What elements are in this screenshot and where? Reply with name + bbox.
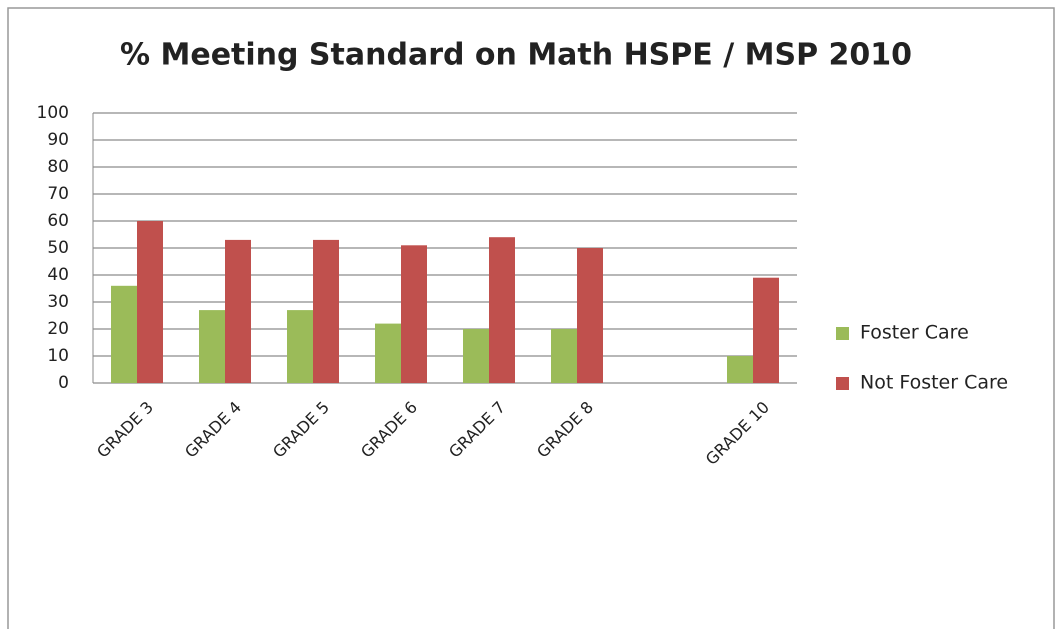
y-tick-label: 90 xyxy=(47,130,69,150)
y-tick-label: 30 xyxy=(47,292,69,312)
y-tick-label: 60 xyxy=(47,211,69,231)
bar xyxy=(577,248,603,383)
legend-swatch xyxy=(836,327,849,340)
y-tick-label: 80 xyxy=(47,157,69,177)
y-tick-label: 0 xyxy=(58,373,69,393)
bar xyxy=(463,329,489,383)
bar xyxy=(199,310,225,383)
bar xyxy=(375,323,401,383)
bar xyxy=(111,285,137,383)
bar xyxy=(489,237,515,383)
y-tick-label: 20 xyxy=(47,319,69,339)
bar xyxy=(551,329,577,383)
legend-label: Foster Care xyxy=(860,322,969,344)
bar xyxy=(137,221,163,383)
y-tick-label: 50 xyxy=(47,238,69,258)
y-tick-label: 10 xyxy=(47,346,69,366)
bar xyxy=(753,277,779,383)
legend-swatch xyxy=(836,377,849,390)
bar xyxy=(225,239,251,383)
y-tick-label: 40 xyxy=(47,265,69,285)
chart-frame xyxy=(7,7,1055,629)
y-tick-label: 100 xyxy=(37,103,69,123)
bar xyxy=(313,239,339,383)
bar xyxy=(727,356,753,383)
legend-label: Not Foster Care xyxy=(860,372,1008,394)
bar xyxy=(401,245,427,383)
chart-title: % Meeting Standard on Math HSPE / MSP 20… xyxy=(120,38,912,73)
bar xyxy=(287,310,313,383)
y-tick-label: 70 xyxy=(47,184,69,204)
